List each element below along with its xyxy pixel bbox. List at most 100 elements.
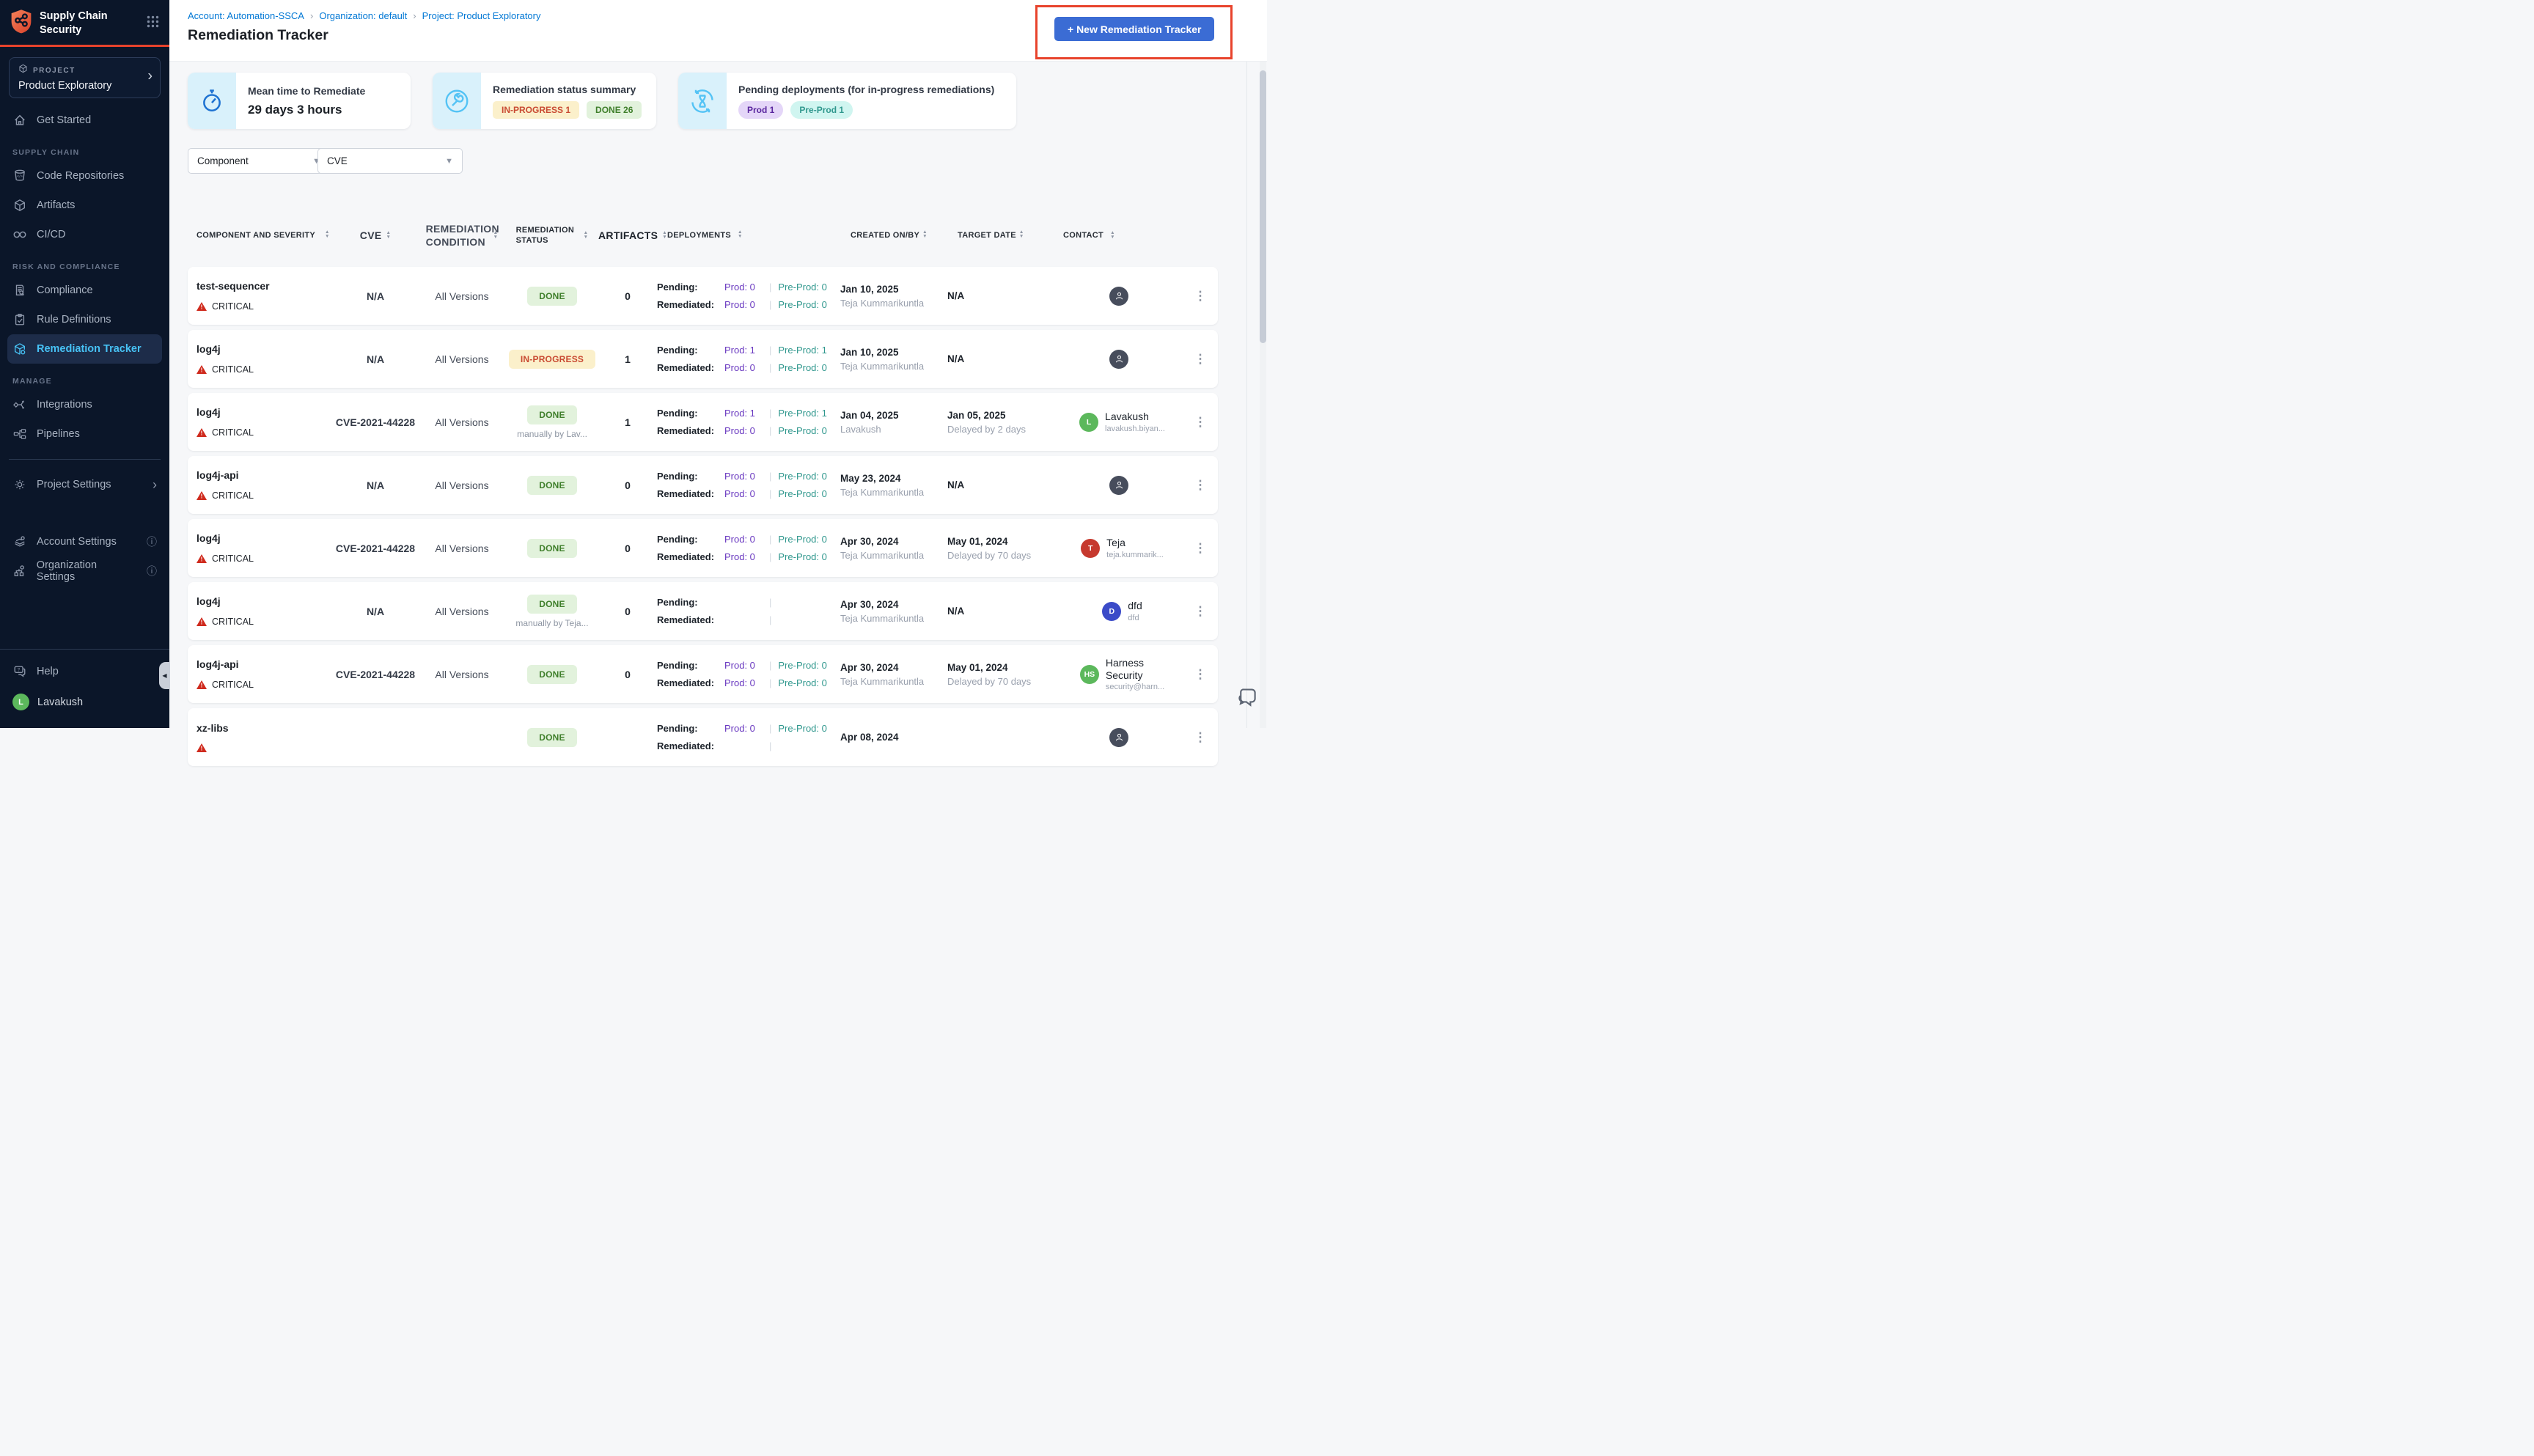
contact-avatar[interactable] xyxy=(1109,286,1128,306)
table-row[interactable]: log4j CRITICAL CVE-2021-44228 All Versio… xyxy=(188,393,1218,451)
row-menu-button[interactable]: ⋮ xyxy=(1194,729,1207,744)
mean-time-value: 29 days 3 hours xyxy=(248,102,342,117)
remediated-pre-prod[interactable]: Pre-Prod: 0 xyxy=(778,488,827,499)
sidebar-item-help[interactable]: ? Help xyxy=(0,657,169,686)
pending-prod[interactable]: Prod: 1 xyxy=(724,408,755,419)
col-remediation-status[interactable]: REMEDIATION STATUS ▲ ▼ xyxy=(515,225,589,246)
col-remediation-condition[interactable]: REMEDIATION CONDITION ▲ ▼ xyxy=(425,223,499,249)
contact-avatar[interactable] xyxy=(1109,349,1128,369)
sidebar-item-cicd[interactable]: CI/CD xyxy=(0,220,169,249)
contact-avatar[interactable]: D xyxy=(1102,601,1122,621)
table-row[interactable]: log4j CRITICAL CVE-2021-44228 All Versio… xyxy=(188,519,1218,577)
page-scrollbar-track[interactable] xyxy=(1260,61,1266,728)
new-remediation-tracker-button[interactable]: + New Remediation Tracker xyxy=(1054,17,1215,41)
contact-avatar[interactable]: T xyxy=(1081,538,1101,558)
component-filter-label: Component xyxy=(197,155,249,166)
col-contact[interactable]: CONTACT ▲ ▼ xyxy=(1063,230,1115,240)
sidebar-item-get-started[interactable]: Get Started xyxy=(0,106,169,135)
sidebar-item-rule-definitions[interactable]: Rule Definitions xyxy=(0,305,169,334)
pending-prod[interactable]: Prod: 0 xyxy=(724,723,755,734)
row-menu-button[interactable]: ⋮ xyxy=(1194,414,1207,429)
contact-avatar[interactable]: HS xyxy=(1079,664,1099,684)
remediated-prod[interactable]: Prod: 0 xyxy=(724,362,755,373)
project-selector[interactable]: PROJECT Product Exploratory › xyxy=(9,57,161,98)
stopwatch-icon xyxy=(188,73,236,129)
row-menu-button[interactable]: ⋮ xyxy=(1194,477,1207,492)
target-date: N/A xyxy=(947,479,965,490)
module-grid-icon[interactable] xyxy=(147,15,159,32)
remediated-prod[interactable]: Prod: 0 xyxy=(724,425,755,436)
pending-pre-prod[interactable]: Pre-Prod: 1 xyxy=(778,345,827,356)
critical-severity-icon xyxy=(197,617,207,626)
pending-pre-prod[interactable]: Pre-Prod: 0 xyxy=(778,534,827,545)
breadcrumb-separator: › xyxy=(413,10,416,21)
breadcrumb-account-link[interactable]: Account: Automation-SSCA xyxy=(188,10,304,21)
pending-pre-prod[interactable]: Pre-Prod: 0 xyxy=(778,471,827,482)
table-row[interactable]: log4j-api CRITICAL CVE-2021-44228 All Ve… xyxy=(188,645,1218,703)
pending-prod[interactable]: Prod: 1 xyxy=(724,345,755,356)
remediated-prod[interactable]: Prod: 0 xyxy=(724,677,755,688)
sidebar-item-account-settings[interactable]: Account Settings ⓘ xyxy=(0,527,169,556)
table-row[interactable]: log4j CRITICAL N/A All Versions IN-PROGR… xyxy=(188,330,1218,388)
help-chat-bubble-icon[interactable] xyxy=(1236,688,1258,713)
remediation-condition-value: All Versions xyxy=(435,416,489,428)
remediated-pre-prod[interactable]: Pre-Prod: 0 xyxy=(778,362,827,373)
row-menu-button[interactable]: ⋮ xyxy=(1194,603,1207,618)
remediated-pre-prod[interactable]: Pre-Prod: 0 xyxy=(778,299,827,310)
table-row[interactable]: log4j-api CRITICAL N/A All Versions DONE… xyxy=(188,456,1218,514)
col-cve[interactable]: CVE ▲ ▼ xyxy=(359,229,392,242)
section-label-manage: MANAGE xyxy=(12,377,52,386)
remediated-pre-prod[interactable]: Pre-Prod: 0 xyxy=(778,677,827,688)
table-row[interactable]: test-sequencer CRITICAL N/A All Versions… xyxy=(188,267,1218,325)
table-row[interactable]: xz-libs DONE Pending:Prod: 0|Pre-Prod: 0… xyxy=(188,708,1218,766)
pending-prod[interactable]: Prod: 0 xyxy=(724,534,755,545)
breadcrumb-organization-link[interactable]: Organization: default xyxy=(319,10,408,21)
pending-prod[interactable]: Prod: 0 xyxy=(724,471,755,482)
col-target-date[interactable]: TARGET DATE ▲ ▼ xyxy=(958,229,1024,240)
sidebar-item-compliance[interactable]: Compliance xyxy=(0,276,169,305)
sidebar-item-remediation-tracker[interactable]: Remediation Tracker xyxy=(7,334,162,364)
user-menu[interactable]: L Lavakush xyxy=(0,686,169,718)
cve-filter-select[interactable]: CVE ▼ xyxy=(317,148,463,174)
target-subtext: Delayed by 2 days xyxy=(947,423,1026,435)
sidebar-item-organization-settings[interactable]: Organization Settings ⓘ xyxy=(0,556,169,586)
row-menu-button[interactable]: ⋮ xyxy=(1194,540,1207,555)
sidebar-collapse-handle[interactable]: ◀ xyxy=(159,662,170,689)
gear-icon xyxy=(12,478,27,491)
remediated-prod[interactable]: Prod: 0 xyxy=(724,551,755,562)
contact-avatar[interactable] xyxy=(1109,727,1128,747)
page-scrollbar-thumb[interactable] xyxy=(1260,70,1266,343)
row-menu-button[interactable]: ⋮ xyxy=(1194,351,1207,366)
table-row[interactable]: log4j CRITICAL N/A All Versions DONE man… xyxy=(188,582,1218,640)
sidebar-item-project-settings[interactable]: Project Settings › xyxy=(0,470,169,499)
col-created-on-by[interactable]: CREATED ON/BY ▲ ▼ xyxy=(851,229,928,240)
pending-pre-prod[interactable]: Pre-Prod: 0 xyxy=(778,723,827,734)
col-component-and-severity[interactable]: COMPONENT AND SEVERITY ▲ ▼ xyxy=(197,229,330,240)
chevron-down-icon: ▼ xyxy=(312,156,320,166)
remediated-pre-prod[interactable]: Pre-Prod: 0 xyxy=(778,425,827,436)
row-menu-button[interactable]: ⋮ xyxy=(1194,288,1207,303)
row-menu-button[interactable]: ⋮ xyxy=(1194,666,1207,681)
pending-pre-prod[interactable]: Pre-Prod: 0 xyxy=(778,660,827,671)
breadcrumb-separator: › xyxy=(309,10,314,21)
remediated-pre-prod[interactable]: Pre-Prod: 0 xyxy=(778,551,827,562)
sidebar-item-integrations[interactable]: Integrations xyxy=(0,390,169,419)
sidebar-item-code-repositories[interactable]: </> Code Repositories xyxy=(0,161,169,191)
pending-prod[interactable]: Prod: 0 xyxy=(724,282,755,293)
pending-pre-prod[interactable]: Pre-Prod: 1 xyxy=(778,408,827,419)
contact-avatar[interactable] xyxy=(1109,475,1128,495)
user-name: Lavakush xyxy=(37,696,84,708)
pending-pre-prod[interactable]: Pre-Prod: 0 xyxy=(778,282,827,293)
pending-prod[interactable]: Prod: 0 xyxy=(724,660,755,671)
col-deployments[interactable]: DEPLOYMENTS ▲ ▼ xyxy=(667,229,743,240)
remediated-prod[interactable]: Prod: 0 xyxy=(724,488,755,499)
component-filter-select[interactable]: Component ▼ xyxy=(188,148,330,174)
remediated-prod[interactable]: Prod: 0 xyxy=(724,299,755,310)
sidebar-item-pipelines[interactable]: Pipelines xyxy=(0,419,169,449)
sort-icon: ▲ ▼ xyxy=(493,230,499,240)
chevron-right-icon: › xyxy=(153,477,157,492)
col-artifacts[interactable]: ARTIFACTS ▲ ▼ xyxy=(598,229,667,242)
sidebar-item-artifacts[interactable]: Artifacts xyxy=(0,191,169,220)
contact-avatar[interactable]: L xyxy=(1079,412,1099,432)
breadcrumb-project-link[interactable]: Project: Product Exploratory xyxy=(422,10,541,21)
